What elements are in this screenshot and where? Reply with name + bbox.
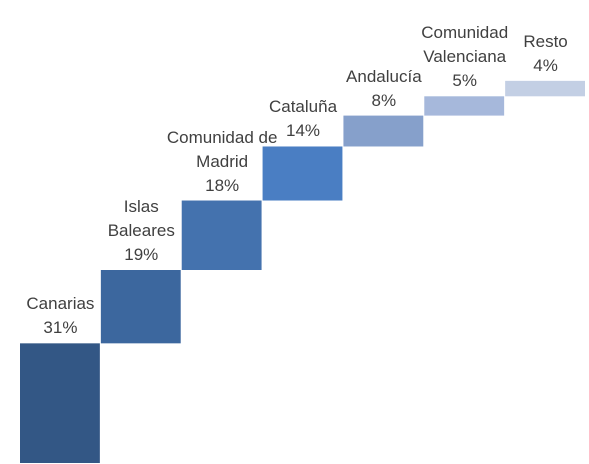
category-label: Islas Baleares: [107, 197, 175, 240]
value-label: 4%: [533, 55, 558, 75]
data-label: Comunidad de Madrid 18%: [160, 126, 284, 198]
category-label: Cataluña: [268, 97, 338, 117]
value-label: 14%: [285, 121, 321, 141]
bar: [343, 115, 424, 147]
category-label: Comunidad de Madrid: [166, 127, 278, 171]
value-label: 8%: [371, 90, 397, 110]
data-label: Resto 4%: [516, 30, 576, 78]
category-label: Resto: [523, 31, 568, 51]
value-label: 19%: [124, 245, 159, 264]
bar: [505, 80, 585, 97]
data-label: Comunidad Valenciana 5%: [413, 21, 517, 93]
category-label: Comunidad Valenciana: [421, 23, 509, 67]
category-label: Canarias: [26, 294, 95, 314]
bar: [262, 146, 343, 201]
data-label: Andalucía 8%: [339, 65, 429, 113]
bar: [20, 343, 100, 463]
data-label: Islas Baleares 19%: [99, 195, 183, 267]
category-label: Andalucía: [346, 66, 422, 86]
bar: [100, 270, 181, 344]
bar: [181, 200, 262, 270]
bar: [424, 96, 505, 116]
value-label: 31%: [43, 318, 78, 338]
data-label: Canarias 31%: [15, 292, 105, 340]
data-label: Cataluña 14%: [258, 95, 348, 143]
value-label: 18%: [205, 175, 240, 195]
value-label: 5%: [452, 71, 477, 91]
